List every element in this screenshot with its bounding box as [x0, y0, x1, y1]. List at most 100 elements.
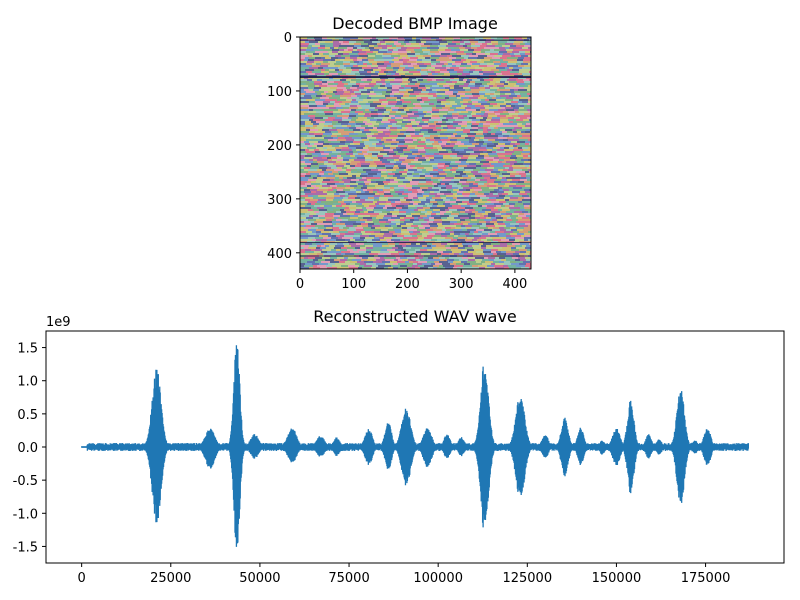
bmp-image-pixel-run [414, 217, 418, 219]
bmp-image-pixel-run [347, 161, 351, 163]
bmp-image-pixel-run [431, 263, 435, 265]
bmp-image-pixel-run [341, 151, 349, 153]
bmp-image-pixel-run [500, 61, 508, 63]
bmp-image-pixel-run [315, 203, 320, 205]
bmp-image-pixel-run [344, 83, 348, 85]
bmp-image-pixel-run [505, 205, 510, 207]
bmp-image-pixel-run [401, 225, 405, 227]
bmp-image-pixel-run [434, 103, 441, 105]
bmp-image-pixel-run [442, 95, 449, 97]
bmp-image-pixel-run [469, 195, 477, 197]
bmp-image-pixel-run [451, 201, 456, 203]
bmp-image-pixel-run [300, 213, 305, 215]
bmp-image-pixel-run [524, 161, 531, 163]
bmp-image-pixel-run [490, 165, 494, 167]
bmp-image-pixel-run [313, 109, 322, 111]
bmp-image-pixel-run [484, 137, 491, 139]
bmp-image-pixel-run [320, 247, 326, 249]
bmp-image-pixel-run [419, 115, 424, 117]
bmp-image-pixel-run [374, 231, 380, 233]
bmp-image-pixel-run [519, 223, 525, 225]
bmp-image-pixel-run [310, 117, 315, 119]
bmp-image-pixel-run [395, 119, 403, 121]
bmp-image-pixel-run [426, 199, 430, 201]
bmp-image-pixel-run [420, 121, 424, 123]
bmp-image-pixel-run [343, 61, 350, 63]
bmp-image-pixel-run [332, 133, 341, 135]
bmp-image-pixel-run [476, 141, 484, 143]
bmp-image-pixel-run [498, 43, 505, 45]
bmp-image-pixel-run [321, 107, 329, 109]
bmp-image-pixel-run [322, 257, 330, 259]
bmp-image-pixel-run [373, 245, 382, 247]
bmp-image-pixel-run [300, 225, 306, 227]
bmp-image-pixel-run [413, 73, 421, 75]
bmp-image-pixel-run [421, 223, 429, 225]
bmp-image-pixel-run [465, 127, 472, 129]
bmp-image-pixel-run [401, 201, 410, 203]
bmp-image-pixel-run [362, 207, 366, 209]
bmp-image-pixel-run [371, 77, 380, 79]
bmp-image-pixel-run [441, 103, 446, 105]
bmp-image-pixel-run [426, 113, 431, 115]
bmp-image-pixel-run [358, 65, 367, 67]
bmp-image-pixel-run [375, 179, 379, 181]
bmp-image-pixel-run [459, 85, 468, 87]
bmp-image-pixel-run [437, 147, 442, 149]
bmp-image-pixel-run [476, 229, 484, 231]
bmp-image-pixel-run [437, 239, 443, 241]
bmp-image-pixel-run [402, 57, 406, 59]
bmp-image-pixel-run [401, 233, 410, 235]
bmp-image-pixel-run [456, 199, 460, 201]
bmp-image-pixel-run [348, 49, 353, 51]
bmp-image-pixel-run [512, 257, 518, 259]
bmp-image-pixel-run [382, 91, 386, 93]
bmp-image-pixel-run [508, 169, 513, 171]
bmp-image-pixel-run [322, 239, 327, 241]
bmp-image-pixel-run [306, 217, 313, 219]
bmp-image-pixel-run [329, 97, 335, 99]
bmp-image-pixel-run [310, 167, 319, 169]
bmp-image-pixel-run [339, 261, 345, 263]
bmp-image-pixel-run [318, 47, 325, 49]
bmp-image-pixel-run [493, 245, 498, 247]
bmp-image-pixel-run [343, 263, 347, 265]
bmp-image-pixel-run [371, 71, 375, 73]
bmp-image-pixel-run [385, 225, 391, 227]
bmp-image-pixel-run [314, 59, 323, 61]
bmp-image-pixel-run [317, 107, 321, 109]
bmp-image-pixel-run [421, 253, 430, 255]
bmp-image-pixel-run [397, 81, 402, 83]
bmp-image-pixel-run [474, 231, 478, 233]
bmp-image-pixel-run [397, 121, 402, 123]
bmp-image-pixel-run [311, 165, 319, 167]
bmp-image-pixel-run [517, 189, 524, 191]
bmp-image-pixel-run [469, 217, 475, 219]
bmp-image-pixel-run [336, 61, 343, 63]
bmp-image-pixel-run [409, 261, 413, 263]
bmp-image-pixel-run [491, 243, 500, 245]
bmp-image-pixel-run [422, 61, 431, 63]
bmp-image-pixel-run [484, 67, 492, 69]
bmp-image-pixel-run [344, 49, 348, 51]
bmp-image-pixel-run [528, 169, 531, 171]
bmp-image-pixel-run [362, 57, 367, 59]
bmp-image-pixel-run [352, 175, 356, 177]
bmp-image-pixel-run [350, 165, 355, 167]
bmp-image-pixel-run [457, 191, 463, 193]
bmp-image-pixel-run [445, 201, 451, 203]
bmp-image-pixel-run [519, 253, 525, 255]
bmp-image-pixel-run [526, 215, 531, 217]
bmp-image-pixel-run [467, 79, 472, 81]
bmp-image-pixel-run [395, 173, 402, 175]
bmp-image-pixel-run [506, 253, 513, 255]
bmp-image-pixel-run [484, 81, 490, 83]
bmp-image-pixel-run [504, 231, 513, 233]
bmp-image-pixel-run [524, 239, 528, 241]
bmp-image-pixel-run [438, 135, 447, 137]
bmp-image-pixel-run [378, 113, 382, 115]
bmp-image-pixel-run [490, 177, 497, 179]
bmp-image-pixel-run [487, 143, 494, 145]
bmp-image-pixel-run [518, 147, 522, 149]
bmp-image-pixel-run [378, 133, 385, 135]
